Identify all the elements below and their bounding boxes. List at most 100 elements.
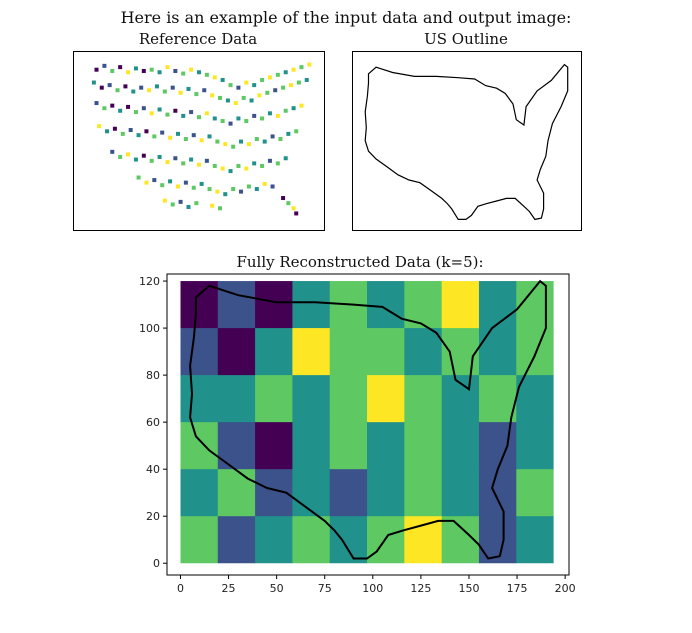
reference-point bbox=[225, 98, 230, 103]
reference-point bbox=[267, 158, 272, 163]
reference-point bbox=[281, 85, 286, 90]
reference-point bbox=[168, 179, 173, 184]
reference-point bbox=[178, 90, 183, 95]
heatmap-cell bbox=[292, 375, 331, 423]
reference-point bbox=[94, 67, 99, 72]
reference-point bbox=[270, 184, 275, 189]
reference-point bbox=[299, 103, 304, 108]
reference-point bbox=[110, 103, 115, 108]
heatmap-cell bbox=[180, 281, 219, 329]
reference-point bbox=[286, 131, 291, 136]
heatmap-cell bbox=[180, 375, 219, 423]
heatmap-cell bbox=[329, 422, 368, 470]
reference-point bbox=[223, 192, 228, 197]
reference-point bbox=[197, 70, 201, 75]
heatmap-cell bbox=[180, 469, 219, 517]
heatmap-cell bbox=[217, 422, 256, 470]
x-tick-label: 125 bbox=[410, 582, 431, 595]
heatmap-cell bbox=[367, 375, 405, 423]
reference-point bbox=[207, 187, 212, 192]
reference-point bbox=[283, 156, 288, 161]
x-tick-label: 25 bbox=[222, 582, 236, 595]
reference-point bbox=[157, 70, 162, 75]
reference-point bbox=[236, 85, 241, 90]
reference-point bbox=[212, 163, 217, 168]
heatmap-cell bbox=[404, 328, 443, 376]
heatmap-cell bbox=[404, 516, 443, 564]
reference-point bbox=[120, 131, 125, 136]
reference-point bbox=[170, 202, 175, 207]
reference-point bbox=[99, 85, 104, 90]
reference-point bbox=[97, 124, 102, 129]
y-tick-label: 40 bbox=[146, 463, 160, 476]
reference-point bbox=[215, 189, 220, 194]
heatmap-cell bbox=[367, 516, 405, 564]
reference-point bbox=[260, 116, 265, 121]
reference-point bbox=[254, 137, 259, 141]
figure-caption: Here is an example of the input data and… bbox=[120, 8, 572, 27]
reference-point bbox=[233, 101, 238, 106]
heatmap-cell bbox=[367, 328, 405, 376]
reference-point bbox=[299, 65, 304, 70]
reference-point bbox=[260, 77, 265, 82]
reference-point bbox=[173, 68, 178, 73]
reference-point bbox=[110, 149, 115, 154]
heatmap-cell bbox=[292, 281, 331, 329]
reference-point bbox=[175, 131, 180, 136]
y-tick-label: 120 bbox=[139, 275, 160, 288]
reference-point bbox=[291, 67, 296, 72]
reference-point bbox=[294, 129, 299, 134]
heatmap-cell bbox=[255, 422, 294, 470]
reference-point bbox=[265, 90, 270, 95]
heatmap-cell bbox=[255, 281, 294, 329]
reference-point bbox=[123, 84, 128, 89]
y-tick-label: 100 bbox=[139, 322, 160, 335]
heatmap-cell bbox=[478, 422, 517, 470]
reference-point bbox=[160, 183, 165, 188]
reference-point bbox=[296, 80, 301, 85]
x-tick-label: 0 bbox=[177, 582, 184, 595]
reference-point bbox=[152, 178, 157, 183]
reference-point bbox=[304, 77, 309, 82]
reference-data-scatter bbox=[91, 62, 312, 216]
reference-point bbox=[236, 163, 241, 168]
y-tick-label: 20 bbox=[146, 510, 160, 523]
heatmap-us-outline bbox=[189, 279, 547, 560]
us-outline-title: US Outline bbox=[424, 30, 508, 48]
reference-point bbox=[288, 83, 293, 88]
reference-point bbox=[128, 128, 133, 133]
reference-point bbox=[102, 63, 107, 68]
reference-point bbox=[160, 130, 165, 135]
reference-point bbox=[223, 142, 228, 147]
heatmap-cell bbox=[255, 328, 294, 376]
heatmap-cell bbox=[516, 328, 554, 376]
reference-point bbox=[136, 175, 141, 180]
heatmap-cell bbox=[217, 281, 256, 329]
reference-point bbox=[204, 111, 209, 116]
reference-point bbox=[149, 158, 154, 163]
reference-point bbox=[249, 98, 254, 103]
reference-point bbox=[115, 88, 120, 93]
reference-point bbox=[118, 154, 123, 159]
reference-point bbox=[212, 116, 217, 121]
reference-point bbox=[244, 119, 249, 124]
reference-point bbox=[218, 206, 223, 211]
reference-point bbox=[141, 68, 146, 73]
reference-point bbox=[244, 80, 249, 85]
reference-point bbox=[165, 160, 170, 165]
reference-point bbox=[204, 72, 209, 77]
reference-point bbox=[112, 126, 117, 131]
heatmap-cell bbox=[329, 375, 368, 423]
reconstructed-chart-title: Fully Reconstructed Data (k=5): bbox=[236, 253, 484, 271]
heatmap-cell bbox=[180, 328, 219, 376]
heatmap-cell bbox=[478, 469, 517, 517]
heatmap-cell bbox=[367, 422, 405, 470]
us-outline-panel bbox=[352, 51, 582, 231]
heatmap-cell bbox=[441, 469, 480, 517]
reference-point bbox=[236, 116, 241, 121]
reference-point bbox=[110, 68, 115, 73]
reference-point bbox=[94, 101, 99, 106]
reference-point bbox=[283, 108, 288, 113]
reference-point bbox=[141, 106, 146, 111]
